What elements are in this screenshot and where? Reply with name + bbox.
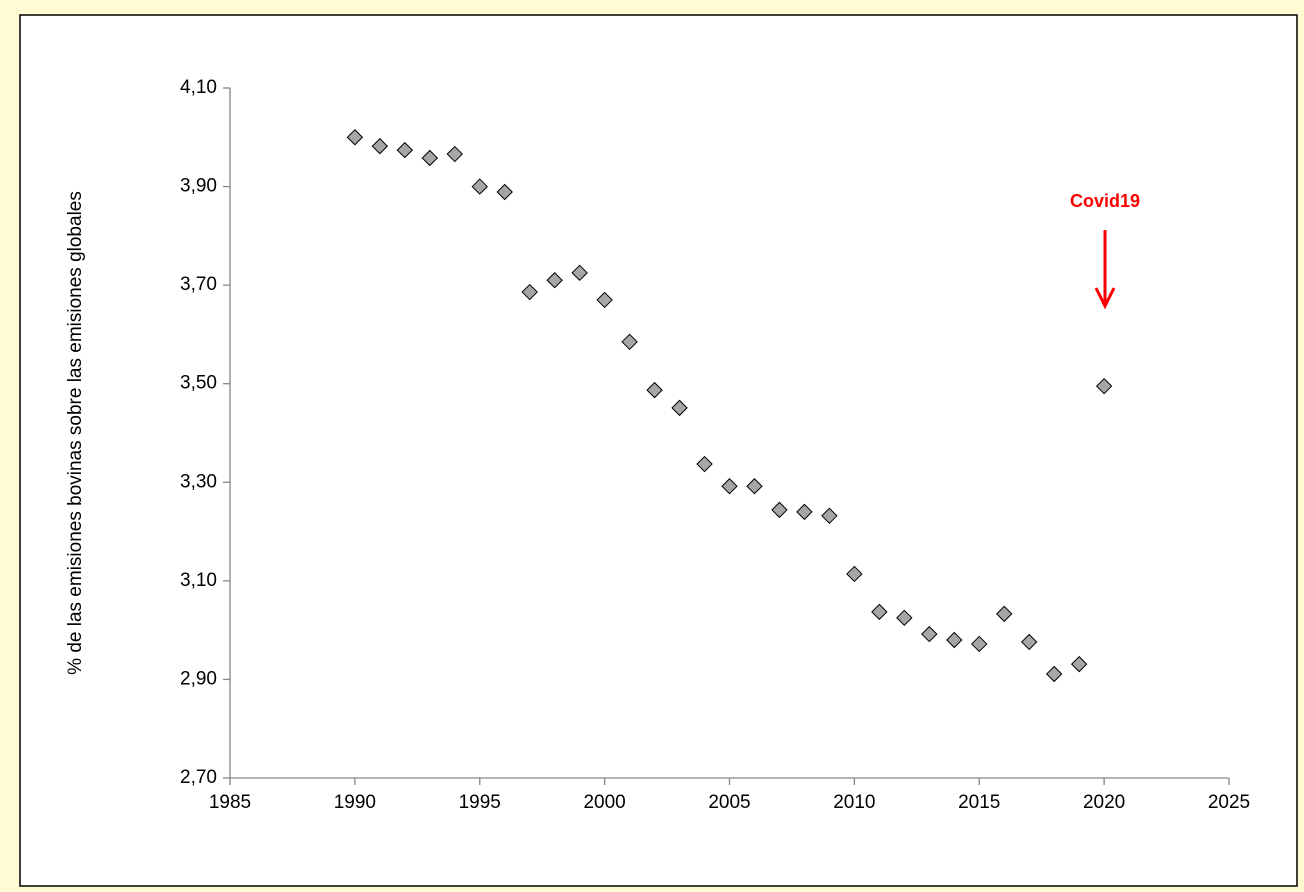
data-point [821,507,838,525]
x-tick-label: 1990 [334,792,376,813]
data-point [1020,633,1038,651]
data-point [921,625,938,643]
x-tick-label: 1985 [209,792,251,813]
data-point [671,399,688,417]
data-point [621,333,638,351]
data-point [971,635,988,653]
data-point [496,183,513,201]
data-point [396,141,414,159]
x-tick-label: 2020 [1083,792,1125,813]
y-tick-label: 3,50 [180,373,217,394]
data-point [896,609,913,627]
data-point [746,478,763,495]
data-point [471,178,488,195]
data-point [571,264,588,282]
data-point [421,149,439,167]
x-tick-label: 2015 [958,792,1000,813]
y-tick-label: 3,90 [180,176,217,197]
x-tick-label: 1995 [459,792,501,813]
annotation-arrow [1094,230,1116,310]
y-axis-label: % de las emisiones bovinas sobre las emi… [65,191,86,675]
y-tick-label: 3,70 [180,274,217,295]
y-tick-label: 4,10 [180,77,217,98]
data-point [346,129,364,146]
data-point [1095,377,1113,395]
y-tick-label: 3,30 [180,471,217,492]
x-tick-label: 2005 [708,792,750,813]
data-point [721,478,738,495]
y-tick-label: 3,10 [180,570,217,591]
x-tick-label: 2025 [1208,792,1250,813]
data-point [1045,665,1063,683]
y-tick-label: 2,70 [180,767,217,788]
data-point [771,501,788,519]
chart-area [19,14,1298,887]
x-tick-label: 2010 [833,792,875,813]
data-point [996,605,1013,623]
data-point [596,291,613,309]
data-point [871,603,888,621]
x-tick-label: 2000 [583,792,625,813]
data-point [546,272,563,289]
data-point [371,137,389,155]
data-point [521,283,538,301]
y-tick-label: 2,90 [180,668,217,689]
data-point [646,381,663,399]
data-point [846,565,863,583]
data-point [946,631,963,649]
data-point [696,455,713,473]
data-point [796,503,813,521]
data-point [446,145,463,163]
annotation: Covid19 [1070,191,1140,211]
data-point [1070,655,1088,673]
